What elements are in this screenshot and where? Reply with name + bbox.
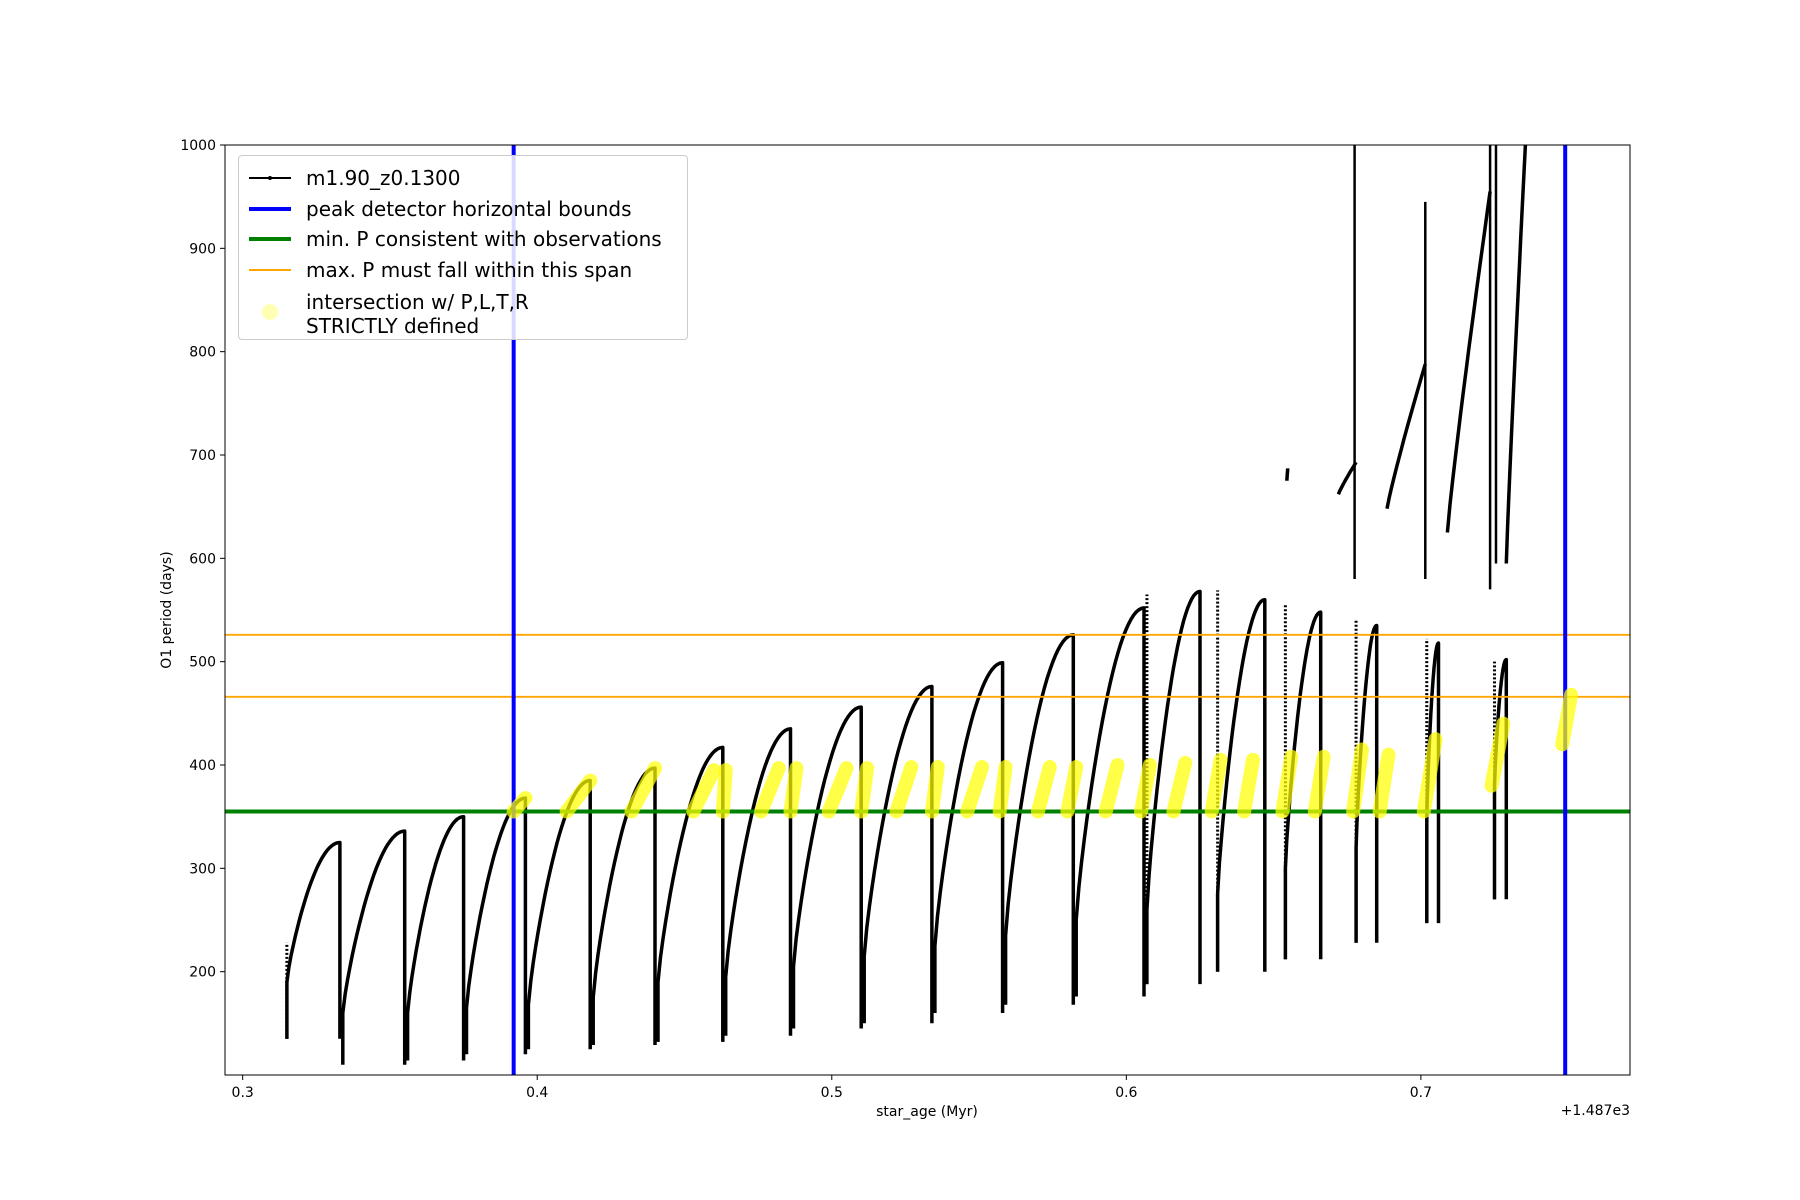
intersection-24 xyxy=(1416,732,1443,819)
legend-item-track: m1.90_z0.1300 xyxy=(239,163,687,193)
intersection-20 xyxy=(1275,749,1299,819)
legend-line-blue-icon xyxy=(249,207,291,211)
intersection-17 xyxy=(1166,755,1193,819)
series-upper-branch-3 xyxy=(1445,191,1492,533)
series-cycle-7 xyxy=(723,727,793,1036)
axes-frame xyxy=(224,144,1631,1076)
legend-marker-yellow-icon xyxy=(262,304,278,320)
intersection-9 xyxy=(889,760,919,819)
y-tick-label-4: 600 xyxy=(189,551,216,567)
y-tick-label-5: 700 xyxy=(189,448,216,464)
series-cycle-10 xyxy=(933,660,1005,1013)
legend-item-min-period: min. P consistent with observations xyxy=(239,224,687,254)
intersection-18 xyxy=(1204,752,1228,819)
series-cycle-0 xyxy=(285,840,342,1039)
x-tick-label-4: 0.7 xyxy=(1410,1085,1432,1101)
intersection-13 xyxy=(1030,760,1057,819)
intersection-5 xyxy=(754,761,786,819)
series-upper-branch-1 xyxy=(1336,461,1358,495)
y-tick-label-2: 400 xyxy=(189,758,216,774)
intersection-0 xyxy=(506,791,533,819)
series-upper-branch-4 xyxy=(1504,145,1528,564)
legend-line-green-icon xyxy=(249,237,291,241)
y-tick-label-6: 800 xyxy=(189,345,216,361)
x-axis-label: star_age (Myr) xyxy=(876,1104,978,1120)
legend-line-black-icon xyxy=(249,176,291,180)
intersection-14 xyxy=(1060,760,1084,819)
intersection-23 xyxy=(1372,747,1396,819)
axis-ticks: 0.3 0.4 0.5 0.6 0.7 200 300 400 500 600 700 800 900 1… xyxy=(180,138,1432,1101)
intersection-22 xyxy=(1346,742,1369,819)
intersection-3 xyxy=(686,763,721,819)
y-tick-label-8: 1000 xyxy=(180,138,216,154)
intersection-25 xyxy=(1484,716,1511,793)
legend-item-max-period: max. P must fall within this span xyxy=(239,255,687,285)
intersection-11 xyxy=(960,760,989,819)
intersection-7 xyxy=(821,761,854,819)
series-cycle-11 xyxy=(1003,633,1076,1005)
legend-item-bounds: peak detector horizontal bounds xyxy=(239,194,687,224)
legend-label-bounds: peak detector horizontal bounds xyxy=(306,197,632,221)
legend: m1.90_z0.1300 peak detector horizontal b… xyxy=(238,155,688,340)
series-cycle-14 xyxy=(1215,597,1267,972)
x-tick-label-3: 0.6 xyxy=(1115,1085,1137,1101)
series-cycle-13 xyxy=(1145,589,1202,985)
intersection-12 xyxy=(992,760,1013,819)
legend-line-orange-icon xyxy=(249,269,291,271)
x-offset-label: +1.487e3 xyxy=(1561,1103,1630,1119)
legend-label-min-period: min. P consistent with observations xyxy=(306,227,662,251)
intersection-16 xyxy=(1134,758,1157,819)
intersection-15 xyxy=(1098,758,1125,819)
x-tick-label-1: 0.4 xyxy=(526,1085,548,1101)
intersection-19 xyxy=(1237,752,1260,819)
intersection-6 xyxy=(783,761,804,819)
y-tick-label-0: 200 xyxy=(189,965,216,981)
series-cycle-1 xyxy=(341,829,407,1065)
intersection-10 xyxy=(924,760,945,819)
y-tick-label-3: 500 xyxy=(189,655,216,671)
series-cycle-12 xyxy=(1074,606,1146,997)
legend-label-track: m1.90_z0.1300 xyxy=(306,166,461,190)
intersection-2 xyxy=(624,761,663,819)
y-tick-label-1: 300 xyxy=(189,861,216,877)
intersection-4 xyxy=(715,763,733,819)
intersection-26 xyxy=(1555,687,1579,752)
series-upper-branch-2 xyxy=(1385,363,1427,510)
x-tick-label-0: 0.3 xyxy=(232,1085,254,1101)
intersection-1 xyxy=(559,773,598,819)
legend-label-max-period: max. P must fall within this span xyxy=(306,258,633,282)
series-cycle-8 xyxy=(791,705,863,1029)
intersection-21 xyxy=(1307,749,1331,819)
y-tick-label-7: 900 xyxy=(189,241,216,257)
intersection-8 xyxy=(854,761,875,819)
series-cycle-9 xyxy=(862,684,934,1024)
y-axis-label: O1 period (days) xyxy=(159,551,175,668)
legend-item-intersection: intersection w/ P,L,T,R STRICTLY defined xyxy=(239,287,687,338)
x-tick-label-2: 0.5 xyxy=(821,1085,843,1101)
series-upper-branch-0 xyxy=(1285,468,1290,481)
series-cycle-2 xyxy=(405,814,466,1061)
legend-label-intersection: intersection w/ P,L,T,R STRICTLY defined xyxy=(306,290,529,338)
